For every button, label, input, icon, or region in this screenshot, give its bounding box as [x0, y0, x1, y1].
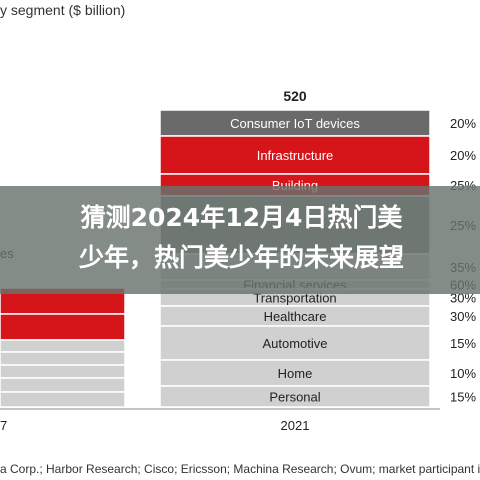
bar-segment — [0, 364, 126, 379]
segment-share-label: 20% — [450, 148, 476, 163]
segment-label: Automotive — [262, 336, 327, 351]
segment-label: Home — [278, 366, 313, 381]
segment-label: Infrastructure — [257, 148, 334, 163]
bar-segment — [0, 339, 126, 353]
x-tick-label: 2021 — [281, 418, 310, 433]
bar-segment — [159, 325, 431, 361]
bar-segment — [0, 377, 126, 393]
segment-share-label: 10% — [450, 366, 476, 381]
segment-label: Healthcare — [264, 309, 327, 324]
chart-title: y segment ($ billion) — [0, 2, 126, 18]
headline-line-1: 猜测2024年12月4日热门美 — [80, 203, 403, 232]
segment-label: Personal — [269, 390, 320, 405]
bar-segment — [0, 313, 126, 341]
bar-segment — [0, 351, 126, 366]
segment-label: Consumer IoT devices — [230, 116, 360, 131]
segment-share-label: 15% — [450, 390, 476, 405]
source-note: a Corp.; Harbor Research; Cisco; Ericsso… — [0, 462, 480, 476]
headline-text: 猜测2024年12月4日热门美 少年，热门美少年的未来展望 — [14, 198, 469, 278]
bar-total-label: 520 — [283, 88, 307, 104]
segment-share-label: 20% — [450, 116, 476, 131]
segment-label: Transportation — [253, 291, 336, 306]
headline-banner — [0, 186, 480, 294]
bar-segment — [0, 391, 126, 408]
bar-segment — [159, 385, 431, 408]
segment-share-label: 15% — [450, 336, 476, 351]
segment-share-label: 30% — [450, 309, 476, 324]
segment-share-label: 30% — [450, 291, 476, 306]
x-tick-label: 7 — [0, 418, 7, 433]
bar-segment — [159, 109, 431, 137]
headline-line-2: 少年，热门美少年的未来展望 — [78, 243, 404, 272]
